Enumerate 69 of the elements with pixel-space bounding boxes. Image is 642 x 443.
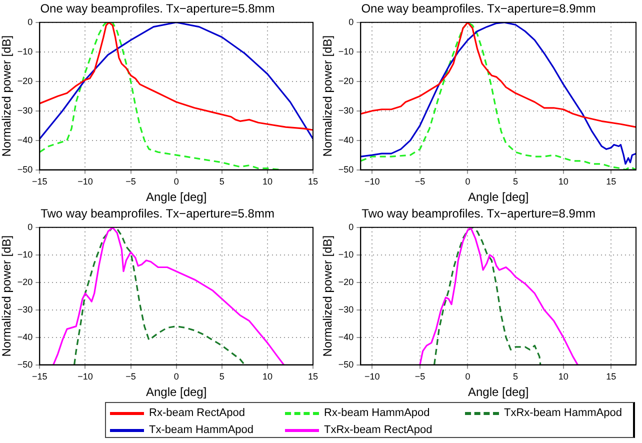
y-tick-label: −30 — [17, 105, 33, 116]
x-tick-label: −15 — [32, 176, 48, 187]
y-tick-label: −30 — [338, 304, 354, 314]
y-axis-title: Normalized power [dB] — [0, 235, 14, 357]
x-tick-label: 10 — [558, 372, 568, 382]
x-tick-label: 10 — [262, 372, 272, 382]
x-tick-label: −5 — [126, 372, 136, 382]
y-tick-label: 0 — [28, 16, 33, 27]
line-series — [73, 227, 246, 365]
y-tick-label: −40 — [338, 134, 354, 145]
line-series — [433, 227, 542, 365]
y-tick-label: −40 — [17, 134, 33, 145]
chart-title: Two way beamprofiles. Tx−aperture=5.8mm — [40, 206, 274, 221]
legend-label: Tx-beam HammApod — [149, 424, 254, 436]
y-tick-label: −10 — [17, 46, 33, 56]
x-tick-label: −5 — [414, 372, 426, 382]
y-tick-label: −30 — [338, 105, 354, 116]
x-tick-label: 15 — [308, 176, 318, 187]
x-tick-label: 5 — [513, 176, 518, 187]
legend-label: Rx-beam RectApod — [149, 407, 245, 419]
x-tick-label: 5 — [513, 372, 518, 382]
y-tick-label: −50 — [338, 164, 354, 174]
y-tick-label: −40 — [338, 332, 354, 342]
x-axis-title: Angle [deg] — [468, 385, 529, 400]
y-tick-label: −30 — [17, 304, 33, 314]
y-tick-label: −20 — [17, 76, 33, 86]
x-tick-label: −15 — [32, 372, 48, 382]
y-tick-label: −10 — [338, 46, 354, 56]
y-tick-label: −50 — [17, 164, 33, 174]
y-tick-label: −20 — [17, 276, 33, 287]
y-tick-label: 0 — [348, 222, 354, 232]
x-tick-label: −10 — [364, 176, 380, 187]
x-axis-title: Angle [deg] — [146, 190, 207, 204]
chart-title: One way beamprofiles. Tx−aperture=8.9mm — [361, 2, 596, 16]
x-tick-label: −10 — [78, 372, 93, 382]
x-tick-label: 15 — [606, 176, 616, 187]
y-tick-label: −10 — [17, 249, 33, 260]
y-tick-label: −20 — [338, 276, 354, 287]
x-axis-title: Angle [deg] — [468, 190, 529, 204]
x-tick-label: 0 — [174, 372, 179, 382]
y-axis-title: Normalized power [dB] — [0, 35, 14, 157]
x-tick-label: 0 — [174, 176, 179, 187]
x-tick-label: 15 — [606, 372, 616, 382]
x-tick-label: −5 — [414, 176, 426, 187]
legend-label: Rx-beam HammApod — [324, 407, 430, 419]
y-tick-label: −50 — [338, 359, 354, 370]
y-tick-label: −50 — [17, 359, 33, 370]
x-axis-title: Angle [deg] — [146, 385, 207, 400]
y-tick-label: 0 — [348, 16, 354, 27]
x-tick-label: 15 — [308, 372, 318, 382]
x-tick-label: 0 — [465, 372, 470, 382]
x-tick-label: 10 — [262, 176, 272, 187]
chart-title: Two way beamprofiles. Tx−aperture=8.9mm — [362, 206, 596, 221]
y-tick-label: −10 — [338, 249, 354, 260]
x-tick-label: −10 — [364, 372, 380, 382]
y-tick-label: 0 — [28, 222, 33, 232]
y-axis-title: Normalized power [dB] — [320, 235, 335, 357]
x-tick-label: 10 — [558, 176, 568, 187]
x-tick-label: −5 — [126, 176, 136, 187]
x-tick-label: 5 — [219, 372, 224, 382]
x-tick-label: −10 — [78, 176, 93, 187]
y-axis-title: Normalized power [dB] — [320, 35, 335, 157]
y-tick-label: −20 — [338, 76, 354, 86]
legend-label: TxRx-beam RectApod — [324, 424, 432, 436]
chart-title: One way beamprofiles. Tx−aperture=5.8mm — [40, 2, 275, 16]
x-tick-label: 0 — [465, 176, 470, 187]
x-tick-label: 5 — [219, 176, 224, 187]
y-tick-label: −40 — [17, 332, 33, 342]
legend-label: TxRx-beam HammApod — [504, 407, 622, 419]
